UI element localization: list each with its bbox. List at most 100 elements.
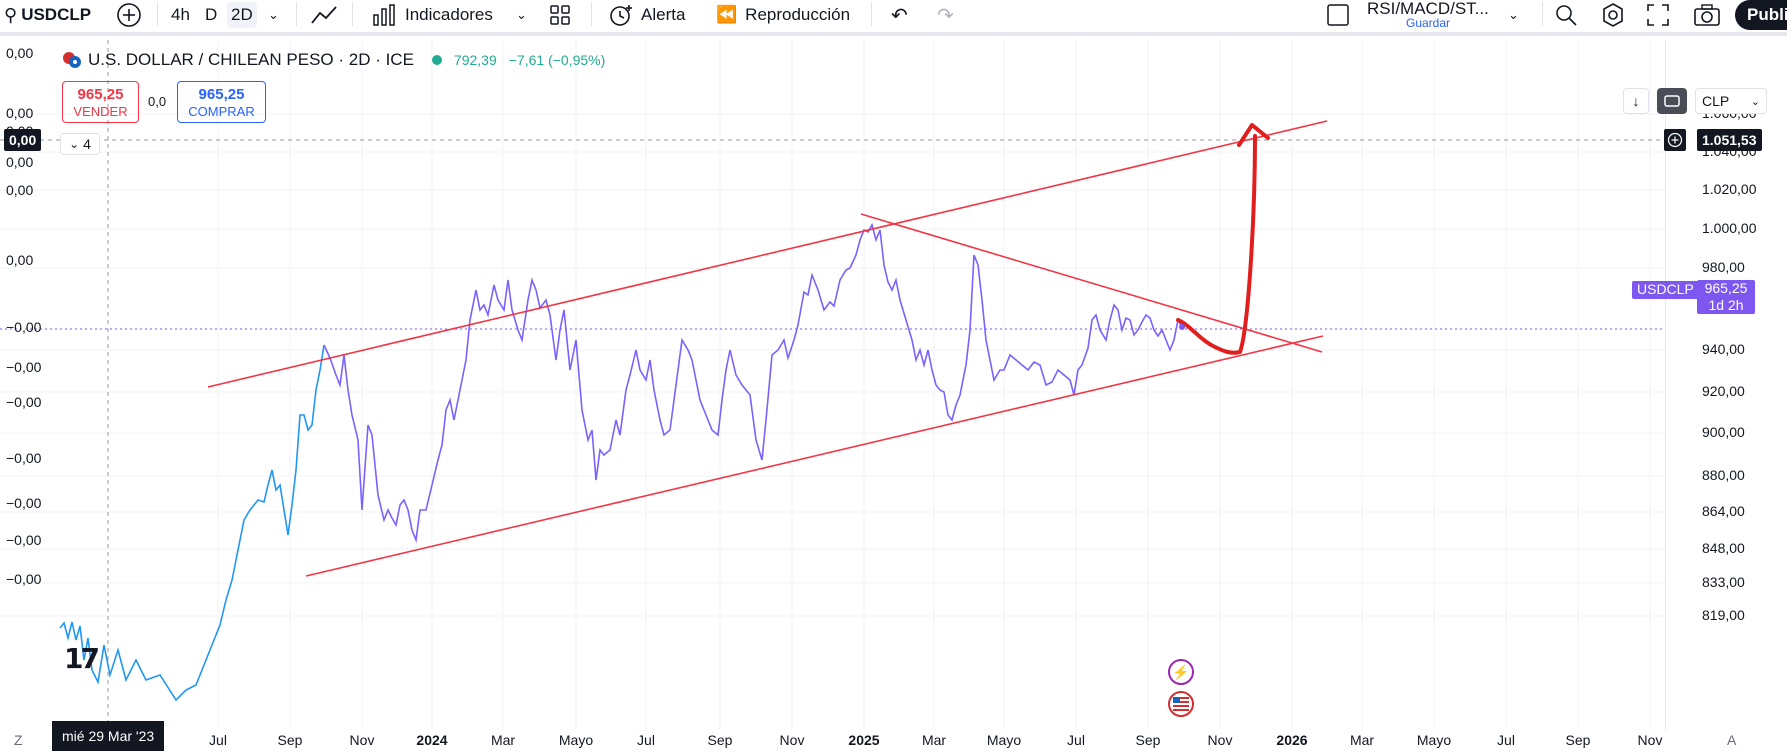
time-axis-label: Jul — [209, 732, 227, 748]
arrow-down-icon: ↓ — [1632, 93, 1640, 109]
left-scale-label: 0,00 — [6, 182, 34, 198]
time-axis-label: Nov — [1207, 732, 1233, 748]
price-scale-label: 819,00 — [1702, 607, 1745, 623]
time-axis-label: 2024 — [416, 732, 448, 748]
timeframe-dropdown[interactable]: ⌄ — [268, 2, 279, 28]
chart-type-button[interactable] — [310, 2, 338, 28]
redo-icon: ↷ — [937, 4, 954, 27]
plus-circle-icon — [1667, 132, 1683, 148]
timeframe-2d[interactable]: 2D — [227, 2, 257, 28]
sell-price: 965,25 — [77, 86, 124, 103]
add-price-button[interactable] — [1664, 129, 1686, 151]
last-price-value: 965,25 — [1704, 280, 1748, 296]
crosshair-price-badge: 1.051,53 — [1697, 129, 1762, 151]
chart-legend[interactable]: U.S. DOLLAR / CHILEAN PESO · 2D · ICE 79… — [62, 50, 605, 70]
time-axis-label: Jul — [637, 732, 655, 748]
publish-button[interactable]: Publi — [1735, 0, 1787, 30]
time-axis-label: Nov — [1637, 732, 1663, 748]
divider — [591, 2, 592, 26]
channel-lower-trendline[interactable] — [305, 335, 1324, 577]
replay-button[interactable]: ⏪ Reproducción — [716, 2, 850, 28]
layout-name[interactable]: RSI/MACD/ST... — [1367, 0, 1489, 18]
templates-button[interactable] — [548, 2, 572, 28]
layout-save-label[interactable]: Guardar — [1406, 16, 1451, 30]
divider — [157, 2, 158, 26]
scroll-down-button[interactable]: ↓ — [1623, 88, 1649, 114]
divider — [296, 2, 297, 26]
price-scale-label: 1.000,00 — [1702, 220, 1757, 236]
alert-button[interactable]: Alerta — [607, 2, 685, 28]
currency-label: CLP — [1702, 93, 1730, 109]
chart-pane[interactable]: U.S. DOLLAR / CHILEAN PESO · 2D · ICE 79… — [0, 40, 1787, 755]
lightning-icon: ⚡ — [1172, 663, 1190, 680]
left-scale-label: −0,00 — [6, 495, 42, 511]
redo-button[interactable]: ↷ — [937, 2, 954, 28]
indicators-dropdown[interactable]: ⌄ — [516, 2, 527, 28]
sell-label: VENDER — [73, 104, 128, 119]
tradingview-logo[interactable]: 17 — [64, 642, 100, 675]
undo-button[interactable]: ↶ — [891, 2, 908, 28]
fullscreen-button[interactable] — [1646, 2, 1670, 28]
divider — [871, 2, 872, 26]
currency-selector[interactable]: CLP ⌄ — [1695, 88, 1767, 114]
dividends-event-icon[interactable]: ⚡ — [1168, 659, 1194, 685]
axis-corner-right[interactable]: A — [1727, 732, 1737, 748]
auto-scale-button[interactable] — [1657, 88, 1687, 114]
economic-event-icon[interactable] — [1168, 691, 1194, 717]
chevron-down-icon: ⌄ — [1750, 95, 1760, 108]
projection-arrow[interactable] — [1176, 123, 1270, 355]
left-scale-label: 0,00 — [6, 105, 34, 121]
price-plot[interactable] — [0, 40, 1665, 730]
chevron-down-icon: ⌄ — [1508, 7, 1519, 22]
settings-button[interactable] — [1600, 2, 1626, 28]
scale-icon — [1664, 95, 1680, 107]
price-scale-label: 848,00 — [1702, 540, 1745, 556]
last-price-dot — [1179, 324, 1185, 330]
left-scale-label: 0,00 — [6, 123, 34, 139]
gear-icon — [1603, 3, 1623, 27]
time-axis[interactable]: Jul Sep Nov 2024 Mar Mayo Jul Sep Nov 2025 Mar Mayo… — [0, 730, 1665, 755]
indicator-collapse-button[interactable]: ⌄ 4 — [60, 133, 100, 155]
time-axis-label: Jul — [1497, 732, 1515, 748]
left-crosshair-badge: 0,00 — [4, 129, 42, 151]
left-scale-label: −0,00 — [6, 571, 42, 587]
time-axis-label: Sep — [1135, 732, 1161, 748]
price-scale-label: 900,00 — [1702, 424, 1745, 440]
price-scale-label: 864,00 — [1702, 503, 1745, 519]
price-scale-label: 940,00 — [1702, 341, 1745, 357]
left-scale[interactable]: 0,00 0,00 0,00 0,00 0,00 0,00 −0,00 −0,00 −0,00−… — [0, 40, 42, 730]
axis-corner-left[interactable]: Z — [14, 732, 23, 748]
timeframe-d[interactable]: D — [205, 5, 218, 24]
left-scale-label: −0,00 — [6, 319, 42, 335]
time-axis-label: Sep — [1565, 732, 1591, 748]
indicators-button[interactable]: Indicadores — [371, 2, 493, 28]
symbol-name: USDCLP — [21, 5, 92, 24]
price-series — [323, 222, 1183, 544]
sell-button[interactable]: 965,25 VENDER — [62, 81, 139, 123]
buy-button[interactable]: 965,25 COMPRAR — [177, 81, 266, 123]
us-flag-icon — [1173, 697, 1189, 711]
quick-search-button[interactable] — [1553, 2, 1579, 28]
price-scale-label: 880,00 — [1702, 467, 1745, 483]
snapshot-button[interactable] — [1693, 2, 1721, 28]
time-axis-label: Mar — [1349, 732, 1375, 748]
grid-icon — [550, 5, 570, 25]
crosshair-date-badge: mié 29 Mar '23 — [52, 721, 165, 751]
channel-upper-trendline[interactable] — [207, 120, 1328, 388]
compare-add-button[interactable] — [116, 2, 142, 28]
indicators-label: Indicadores — [405, 5, 493, 24]
rewind-icon: ⏪ — [716, 5, 738, 24]
left-scale-label: 0,00 — [6, 252, 34, 268]
timeframe-4h[interactable]: 4h — [171, 5, 190, 24]
legend-change: −7,61 (−0,95%) — [508, 52, 606, 68]
undo-icon: ↶ — [891, 4, 908, 27]
layout-checkbox[interactable] — [1326, 2, 1350, 28]
search-icon: ⚲ — [4, 4, 18, 25]
top-toolbar: ⚲ USDCLP 4h D 2D ⌄ Indicadores ⌄ Alerta … — [0, 0, 1787, 36]
symbol-search[interactable]: ⚲ USDCLP — [4, 2, 91, 28]
market-open-dot — [431, 55, 442, 65]
time-axis-label: Sep — [707, 732, 733, 748]
layout-dropdown[interactable]: ⌄ — [1508, 2, 1519, 28]
time-axis-label: Nov — [349, 732, 375, 748]
time-axis-label: Mar — [490, 732, 516, 748]
